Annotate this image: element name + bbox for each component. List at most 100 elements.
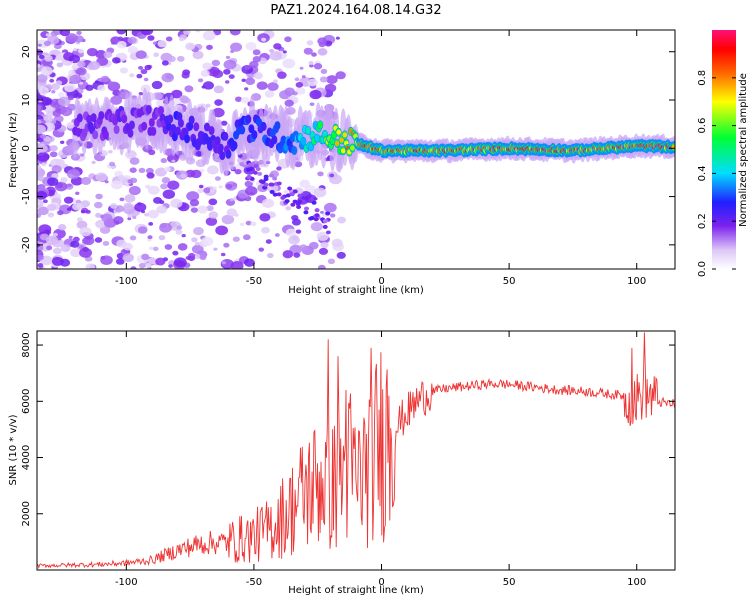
spectrogram-cell	[297, 199, 303, 204]
spectrogram-cell	[47, 212, 55, 218]
spectrogram-cell	[215, 225, 229, 236]
spectrogram-cell	[138, 167, 146, 173]
spectrogram-cell	[141, 121, 148, 131]
spectrogram-cell	[206, 44, 213, 50]
y-tick-label: 4000	[21, 445, 32, 470]
spectrogram-cell	[317, 48, 328, 56]
spectrogram-cell	[318, 247, 329, 255]
spectrogram-cell	[37, 152, 50, 162]
spectrogram-cell	[128, 120, 135, 130]
spectrogram-cell	[134, 202, 147, 212]
colorbar-ticks: 0.0 0.2 0.4 0.6 0.8	[697, 70, 736, 277]
spectrogram-cell	[76, 113, 83, 123]
spectrogram-cell	[116, 239, 127, 248]
spectrogram-cell	[295, 87, 306, 95]
spectrogram-cell	[280, 195, 286, 200]
spectrogram-cell	[237, 154, 243, 158]
spectrogram-cell	[282, 58, 296, 69]
spectrogram-cell	[37, 119, 42, 125]
spectrogram-cell	[95, 49, 107, 59]
snr-y-ticks: 2000 4000 6000 8000	[21, 332, 675, 526]
spectrogram-cell	[212, 69, 224, 79]
spectrogram-cell	[152, 92, 163, 100]
spectrogram-cell	[172, 250, 179, 256]
spectrogram-cell	[300, 137, 306, 146]
spectrogram-cell	[51, 165, 62, 174]
spectrogram-cell	[230, 42, 243, 52]
spectrogram-cell	[265, 160, 271, 165]
spectrogram-cell	[255, 167, 261, 172]
spectrogram-cell	[174, 126, 181, 136]
spectrogram-cell	[239, 126, 245, 134]
spectrogram-cell	[244, 87, 249, 91]
spectrogram-cell	[322, 224, 328, 229]
y-tick-label: 8000	[21, 332, 32, 357]
spectrogram-cell	[122, 253, 134, 263]
spectrogram-cell	[303, 47, 313, 55]
spectrogram-cell	[253, 163, 259, 168]
snr-panel: -100 -50 0 50 100 2000 4000 6000 8000 Height of…	[8, 330, 676, 596]
spectrogram-cell	[184, 85, 194, 93]
spectrogram-cell	[144, 262, 152, 269]
spectrogram-heatmap	[37, 30, 675, 269]
spectrogram-cell	[165, 121, 172, 131]
spectrogram-cell	[37, 262, 44, 268]
spectrogram-cell	[164, 244, 173, 250]
spectrogram-cell	[325, 230, 331, 235]
x-tick-label: -50	[246, 276, 262, 287]
spectrogram-cell	[217, 143, 224, 153]
x-tick-label: 0	[378, 577, 384, 588]
spectrogram-cell	[173, 257, 187, 268]
spectrogram-cell	[313, 197, 318, 201]
spectrogram-cell	[335, 71, 346, 80]
spectrogram-cell	[322, 219, 328, 224]
spectrogram-cell	[161, 60, 169, 66]
spectrogram-cell	[113, 216, 124, 225]
spectrogram-cell	[104, 180, 109, 184]
spectrogram-cell	[331, 131, 337, 139]
spectrogram-cell	[55, 158, 65, 167]
spectrogram-cell	[67, 183, 72, 188]
spectrogram-cell	[342, 132, 348, 138]
spectrogram-cell	[179, 95, 189, 103]
spectrogram-cell	[203, 187, 211, 194]
spectrogram-cell	[213, 247, 218, 251]
spectrogram-cell	[94, 80, 99, 84]
spectrogram-cell	[230, 260, 244, 269]
spectrogram-cell	[290, 202, 296, 207]
spectrogram-cell	[37, 254, 45, 261]
spectrogram-cell	[98, 110, 105, 120]
spectrogram-cell	[128, 185, 141, 196]
spectrogram-cell	[325, 211, 331, 216]
spectrogram-cell	[100, 255, 113, 266]
spectrogram-cell	[301, 75, 306, 79]
spectrogram-cell	[43, 115, 53, 123]
spectrogram-cell	[127, 128, 134, 138]
spectrogram-cell	[303, 210, 309, 215]
snr-series-line	[37, 332, 675, 569]
spectrogram-cell	[161, 176, 171, 184]
spectrogram-cell	[327, 258, 336, 265]
spectrogram-cell	[309, 89, 322, 100]
y-tick-label: -10	[21, 188, 32, 204]
spectrogram-cell	[245, 220, 252, 226]
spectrogram-cell	[193, 50, 203, 58]
spectrogram-cell	[53, 247, 62, 255]
spectrogram-cell	[73, 47, 78, 52]
spectrogram-cell	[97, 84, 106, 92]
spectrogram-cell	[46, 203, 57, 212]
spectrogram-cell	[80, 177, 92, 185]
spectrogram-cell	[127, 179, 133, 184]
spectrogram-cell	[147, 209, 159, 219]
spectrogram-cell	[252, 55, 261, 63]
spectrogram-cell	[51, 256, 64, 266]
x-tick-label: 100	[627, 577, 646, 588]
spectrogram-cell	[41, 162, 47, 167]
spectrogram-cell	[55, 55, 63, 61]
spectrogram-cell	[266, 252, 274, 259]
spectrogram-cell	[158, 234, 166, 241]
spectrogram-cell	[138, 262, 146, 269]
spectrogram-cell	[101, 213, 113, 223]
y-tick-label: 6000	[21, 389, 32, 414]
